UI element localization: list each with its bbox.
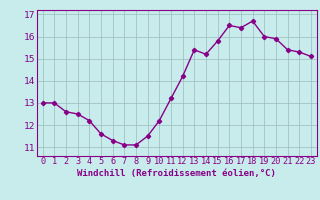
X-axis label: Windchill (Refroidissement éolien,°C): Windchill (Refroidissement éolien,°C) xyxy=(77,169,276,178)
